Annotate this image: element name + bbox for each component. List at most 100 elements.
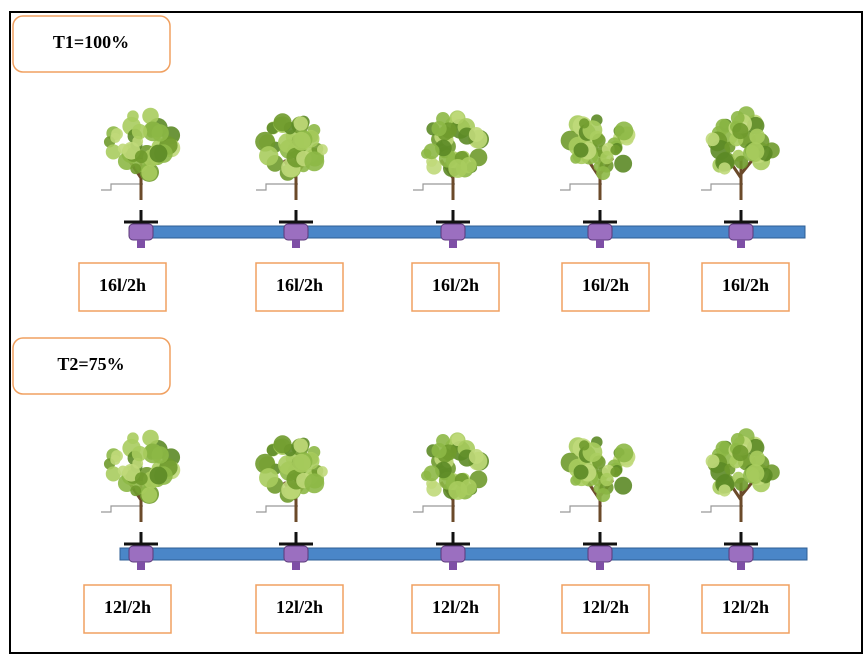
leaf-cluster (273, 113, 292, 132)
emitter-tip (596, 240, 604, 248)
drip-line (413, 183, 455, 191)
emitter-body (128, 223, 154, 241)
treatment-row: T1=100% 16l/2h 16l/2h 16l/2h 16l/2h 16l/2h (12, 15, 806, 312)
leaf-cluster (749, 128, 765, 145)
leaf-cluster (745, 464, 765, 483)
leaf-cluster (423, 143, 440, 160)
treatment-box (12, 15, 171, 73)
leaf-cluster (291, 453, 311, 473)
emitter-tip (292, 562, 300, 570)
leaf-cluster (596, 488, 611, 503)
leaf-cluster (127, 110, 139, 123)
emitter-rate: 12l/2h (104, 597, 151, 617)
leaf-cluster (131, 123, 148, 140)
emitter-rate: 12l/2h (276, 597, 323, 617)
leaf-cluster (273, 435, 292, 454)
leaf-cluster (614, 154, 633, 173)
emitter-rate: 12l/2h (582, 597, 629, 617)
leaf-cluster (117, 143, 128, 154)
leaf-cluster (304, 151, 325, 172)
leaf-cluster (460, 479, 477, 496)
emitter-body (728, 223, 754, 241)
leaf-cluster (142, 429, 159, 447)
drip-line (101, 505, 143, 513)
pipe (139, 225, 806, 239)
leaf-cluster (291, 131, 311, 151)
emitter-body (440, 223, 466, 241)
leaf-cluster (141, 487, 158, 503)
leaf-cluster (715, 118, 731, 135)
emitter-tip (137, 240, 145, 248)
emitter-rate: 16l/2h (722, 275, 769, 295)
drip-line (256, 505, 298, 513)
emitter-rate: 16l/2h (276, 275, 323, 295)
emitter-body (283, 223, 309, 241)
drip-line (560, 505, 602, 513)
leaf-cluster (718, 484, 731, 497)
emitter-rate: 16l/2h (582, 275, 629, 295)
leaf-cluster (600, 150, 614, 165)
leaf-cluster (143, 443, 163, 464)
leaf-cluster (732, 122, 749, 140)
leaf-cluster (732, 444, 749, 462)
leaf-cluster (130, 485, 142, 497)
leaf-cluster (141, 165, 158, 181)
leaf-cluster (293, 116, 308, 131)
emitter-tip (737, 240, 745, 248)
leaf-cluster (134, 150, 148, 164)
leaf-cluster (468, 449, 484, 464)
leaf-cluster (149, 466, 168, 485)
emitter-box (561, 262, 650, 312)
emitter-body (440, 545, 466, 563)
leaf-cluster (105, 144, 121, 160)
leaf-cluster (614, 476, 633, 495)
leaf-cluster (431, 120, 447, 137)
leaf-cluster (127, 432, 139, 445)
leaf-cluster (614, 121, 634, 141)
leaf-cluster (259, 146, 279, 166)
emitter-tip (596, 562, 604, 570)
leaf-cluster (600, 472, 614, 487)
leaf-cluster (460, 157, 477, 174)
treatment-label: T2=75% (57, 354, 124, 374)
emitter-rate: 16l/2h (99, 275, 146, 295)
leaf-cluster (117, 465, 128, 476)
leaf-cluster (317, 144, 328, 155)
emitter-body (283, 545, 309, 563)
leaf-cluster (579, 440, 590, 451)
leaf-cluster (734, 477, 749, 492)
emitter-body (128, 545, 154, 563)
treatment-row: T2=75% 12l/2h 12l/2h 12l/2h 12l/2h 12l/2h (12, 337, 808, 634)
emitter-body (587, 545, 613, 563)
leaf-cluster (734, 155, 749, 170)
leaf-cluster (718, 162, 731, 175)
emitter-tip (292, 240, 300, 248)
emitter-box (78, 262, 167, 312)
leaf-cluster (134, 472, 148, 486)
emitter-rate: 12l/2h (722, 597, 769, 617)
leaf-cluster (259, 468, 279, 488)
emitter-box (411, 262, 500, 312)
drip-line (560, 183, 602, 191)
emitter-tip (137, 562, 145, 570)
leaf-cluster (130, 163, 142, 175)
leaf-cluster (610, 144, 621, 156)
leaf-cluster (596, 166, 611, 181)
emitter-box (701, 584, 790, 634)
emitter-rate: 16l/2h (432, 275, 479, 295)
treatment-label: T1=100% (53, 32, 129, 52)
drip-line (701, 183, 743, 191)
leaf-cluster (142, 107, 159, 125)
leaf-cluster (579, 118, 590, 129)
leaf-cluster (143, 121, 163, 142)
leaf-cluster (745, 142, 765, 161)
leaf-cluster (110, 454, 121, 466)
leaf-cluster (749, 450, 765, 467)
leaf-cluster (431, 442, 447, 459)
drip-line (701, 505, 743, 513)
emitter-tip (449, 240, 457, 248)
leaf-cluster (610, 466, 621, 478)
drip-line (256, 183, 298, 191)
leaf-cluster (573, 142, 589, 158)
